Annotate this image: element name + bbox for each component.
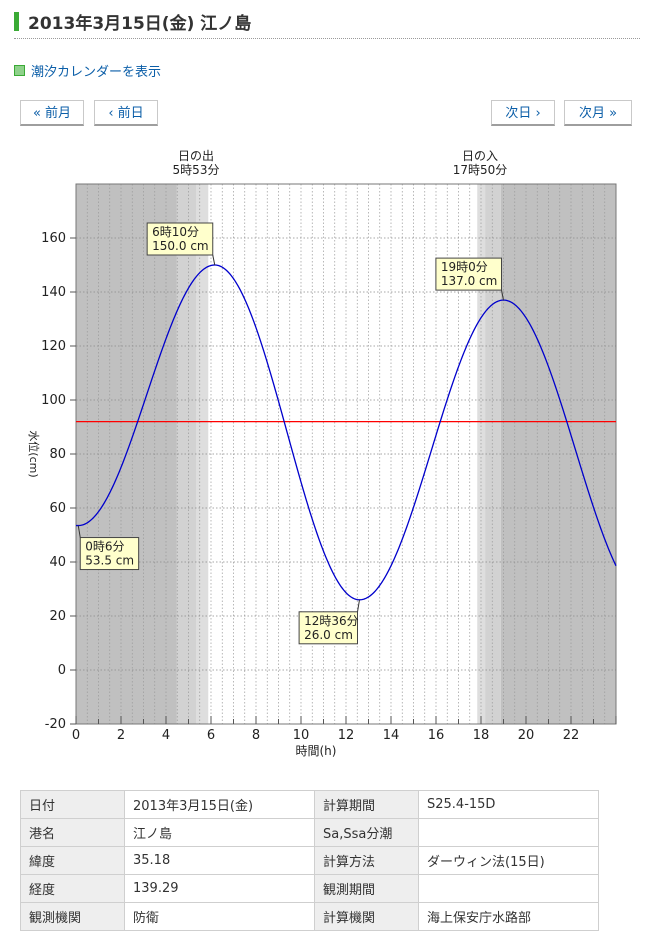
table-key-cell: 日付 [20, 790, 125, 819]
calendar-link-row[interactable]: 潮汐カレンダーを表示 [14, 61, 161, 80]
sunrise-time: 5時53分 [173, 163, 220, 177]
sunrise-label: 日の出 [178, 149, 214, 163]
table-key-cell: 観測機関 [20, 902, 125, 931]
x-tick-label: 10 [293, 728, 310, 743]
table-value-cell: 防衛 [124, 902, 315, 931]
table-value-cell: 2013年3月15日(金) [124, 790, 315, 819]
y-tick-label: -20 [45, 717, 66, 732]
x-tick-label: 6 [207, 728, 215, 743]
table-key-cell: 経度 [20, 874, 125, 903]
table-key-cell: 観測期間 [314, 874, 419, 903]
sunset-label: 日の入 [462, 149, 498, 163]
x-axis-title: 時間(h) [296, 744, 337, 758]
table-key-cell: 計算機関 [314, 902, 419, 931]
tide-calendar-link[interactable]: 潮汐カレンダーを表示 [31, 65, 162, 80]
label-time: 6時10分 [152, 225, 199, 239]
table-row: 日付 2013年3月15日(金) 計算期間 S25.4-15D [20, 790, 599, 819]
table-value-cell: ダーウィン法(15日) [418, 846, 599, 875]
x-tick-label: 4 [162, 728, 170, 743]
prev-day-button[interactable]: ‹ 前日 [94, 100, 158, 126]
y-tick-label: 100 [41, 393, 66, 408]
label-time: 12時36分 [304, 614, 359, 628]
label-leader-line [501, 290, 504, 301]
next-month-button[interactable]: 次月 » [564, 100, 632, 126]
table-value-cell: 江ノ島 [124, 818, 315, 847]
label-value: 26.0 cm [304, 628, 353, 642]
table-value-cell [418, 818, 599, 847]
x-tick-label: 20 [518, 728, 535, 743]
y-tick-label: 80 [49, 447, 66, 462]
prev-month-button[interactable]: « 前月 [20, 100, 84, 126]
table-key-cell: 緯度 [20, 846, 125, 875]
label-leader-line [357, 599, 360, 612]
table-value-cell: 海上保安庁水路部 [418, 902, 599, 931]
x-tick-label: 12 [338, 728, 355, 743]
label-value: 150.0 cm [152, 239, 208, 253]
calendar-bullet-icon [14, 65, 25, 76]
label-box [146, 222, 214, 256]
table-value-cell: 35.18 [124, 846, 315, 875]
header-accent-bar [14, 12, 19, 31]
sunset-time: 17時50分 [453, 163, 508, 177]
table-key-cell: 計算期間 [314, 790, 419, 819]
daylight-bands [76, 184, 616, 724]
page-header: 2013年3月15日(金) 江ノ島 [14, 6, 640, 39]
table-key-cell: 港名 [20, 818, 125, 847]
y-tick-label: 120 [41, 339, 66, 354]
label-value: 53.5 cm [85, 554, 134, 568]
table-key-cell: Sa,Ssa分潮 [314, 818, 419, 847]
label-leader-line [212, 254, 216, 266]
table-row: 緯度 35.18 計算方法 ダーウィン法(15日) [20, 846, 599, 875]
table-row: 経度 139.29 観測期間 [20, 874, 599, 903]
night-band [500, 184, 616, 724]
label-box [298, 611, 359, 645]
twilight-band [176, 184, 196, 724]
y-tick-label: 160 [41, 231, 66, 246]
x-tick-label: 16 [428, 728, 445, 743]
table-value-cell: S25.4-15D [418, 790, 599, 819]
table-value-cell [418, 874, 599, 903]
y-tick-label: 140 [41, 285, 66, 300]
label-box [79, 537, 140, 571]
table-key-cell: 計算方法 [314, 846, 419, 875]
tide-info-table: 日付 2013年3月15日(金) 計算期間 S25.4-15D 港名 江ノ島 Sa,Ssa分… [20, 790, 599, 931]
tide-chart: 日の出 5時53分 日の入 17時50分 0 2 4 6 8 10 12 14 16 18 20 22… [27, 149, 617, 758]
x-tick-label: 2 [117, 728, 125, 743]
y-axis-title: 水位(cm) [27, 430, 41, 477]
y-tick-label: 0 [58, 663, 66, 678]
x-tick-label: 22 [563, 728, 580, 743]
page-title: 2013年3月15日(金) 江ノ島 [28, 14, 252, 34]
x-tick-label: 14 [383, 728, 400, 743]
label-leader-line [77, 525, 81, 538]
x-tick-label: 0 [72, 728, 80, 743]
next-day-button[interactable]: 次日 › [491, 100, 555, 126]
axis-ticks: 0 2 4 6 8 10 12 14 16 18 20 22 -20 0 20 40 60 80 100 120 140… [41, 231, 617, 743]
table-value-cell: 139.29 [124, 874, 315, 903]
y-tick-label: 20 [49, 609, 66, 624]
x-tick-label: 8 [252, 728, 260, 743]
label-time: 0時6分 [85, 540, 124, 554]
table-row: 港名 江ノ島 Sa,Ssa分潮 [20, 818, 599, 847]
tide-curve [76, 264, 617, 601]
y-tick-label: 40 [49, 555, 66, 570]
label-time: 19時0分 [441, 260, 488, 274]
y-tick-label: 60 [49, 501, 66, 516]
label-box [435, 257, 502, 291]
table-row: 観測機関 防衛 計算機関 海上保安庁水路部 [20, 902, 599, 931]
label-value: 137.0 cm [441, 274, 497, 288]
x-tick-label: 18 [473, 728, 490, 743]
